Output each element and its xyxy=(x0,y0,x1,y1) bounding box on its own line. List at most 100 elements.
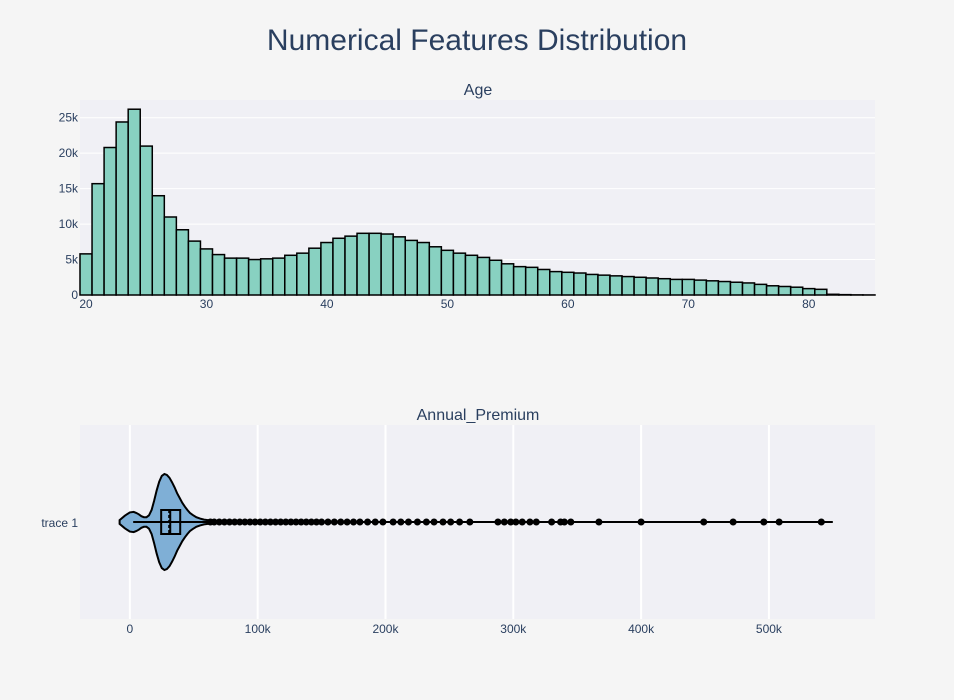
outlier-point xyxy=(246,518,254,526)
age-y-tick-label: 0 xyxy=(71,288,78,302)
age-bar xyxy=(199,248,214,296)
age-y-tick-label: 25k xyxy=(59,111,79,125)
age-x-tick-label: 30 xyxy=(200,297,214,311)
outlier-point xyxy=(526,518,534,526)
outlier-point xyxy=(318,518,326,526)
outlier-point xyxy=(292,518,300,526)
age-bar xyxy=(669,278,684,296)
outlier-point xyxy=(775,518,783,526)
age-bar xyxy=(488,259,503,296)
age-bar xyxy=(573,272,587,296)
annual-premium-violin-panel: Annual_Premium 0 100k 200k 300k 400k 500k trac… xyxy=(41,407,875,636)
outlier-point xyxy=(532,518,540,526)
outlier-point xyxy=(512,518,520,526)
outlier-point xyxy=(312,518,320,526)
age-bar xyxy=(392,236,406,296)
age-x-tick-label: 40 xyxy=(320,297,334,311)
outlier-point xyxy=(330,518,338,526)
age-bar xyxy=(259,258,274,296)
age-bar xyxy=(657,277,671,296)
age-bar xyxy=(705,280,720,296)
outlier-point xyxy=(500,518,508,526)
age-bar xyxy=(271,257,286,296)
age-bar xyxy=(320,241,334,296)
age-bar xyxy=(332,237,346,296)
age-bar xyxy=(452,252,467,296)
age-bar xyxy=(103,146,117,296)
age-x-tick-label: 60 xyxy=(561,297,575,311)
outlier-point xyxy=(389,518,397,526)
age-bar xyxy=(175,229,190,296)
age-bar xyxy=(536,268,551,296)
outlier-point xyxy=(507,518,515,526)
outlier-point xyxy=(560,518,568,526)
outlier-point xyxy=(430,518,438,526)
age-bar xyxy=(440,249,455,296)
age-bar xyxy=(428,246,443,296)
outlier-point xyxy=(210,518,218,526)
outlier-point xyxy=(356,518,364,526)
age-bar xyxy=(79,253,93,296)
outlier-point xyxy=(256,518,264,526)
outlier-point xyxy=(302,518,310,526)
outlier-point xyxy=(595,518,603,526)
outlier-point xyxy=(466,518,474,526)
age-bar xyxy=(416,241,431,296)
age-bar xyxy=(741,282,756,296)
outlier-point xyxy=(518,518,526,526)
age-bar xyxy=(235,257,250,296)
outlier-point xyxy=(817,518,825,526)
age-bar xyxy=(344,235,358,296)
outlier-point xyxy=(364,518,372,526)
age-bar xyxy=(247,258,262,296)
age-bar xyxy=(380,233,394,296)
age-bar xyxy=(693,279,708,296)
outlier-point xyxy=(231,518,239,526)
outlier-point xyxy=(379,518,387,526)
annual-premium-x-tick-label: 0 xyxy=(127,622,134,636)
age-x-tick-label: 50 xyxy=(441,297,455,311)
age-bar xyxy=(284,254,298,296)
outlier-point xyxy=(287,518,295,526)
violin-trace-label: trace 1 xyxy=(41,516,78,530)
age-y-tick-label: 5k xyxy=(65,253,79,267)
outlier-point xyxy=(343,518,351,526)
age-y-tick-label: 20k xyxy=(59,146,79,160)
age-bar xyxy=(187,240,202,296)
annual-premium-x-tick-label: 400k xyxy=(628,622,655,636)
age-bar xyxy=(633,276,647,296)
age-bar xyxy=(91,182,105,296)
outlier-point xyxy=(307,518,315,526)
annual-premium-x-tick-label: 300k xyxy=(500,622,527,636)
age-bar xyxy=(609,275,623,296)
outlier-point xyxy=(251,518,259,526)
age-bar xyxy=(211,253,226,296)
annual-premium-x-tick-label: 500k xyxy=(756,622,783,636)
annual-premium-subplot-title: Annual_Premium xyxy=(417,407,540,424)
annual-premium-x-tick-label: 200k xyxy=(372,622,399,636)
outlier-point xyxy=(266,518,274,526)
age-bar xyxy=(777,285,792,296)
age-bar xyxy=(524,266,539,296)
age-bar xyxy=(801,287,816,296)
age-bar xyxy=(476,256,491,296)
outlier-point xyxy=(548,518,556,526)
outlier-point xyxy=(277,518,285,526)
outlier-point xyxy=(404,518,412,526)
age-bar xyxy=(127,108,141,296)
age-bar xyxy=(549,270,563,296)
age-bar xyxy=(368,232,382,296)
annual-premium-x-tick-label: 100k xyxy=(245,622,272,636)
age-bar xyxy=(151,194,166,296)
age-bar xyxy=(621,275,635,296)
age-bar xyxy=(115,121,129,296)
outlier-point xyxy=(760,518,768,526)
age-bar xyxy=(404,239,419,296)
age-bar xyxy=(814,288,828,296)
outlier-point xyxy=(637,518,645,526)
outlier-point xyxy=(729,518,737,526)
outlier-point xyxy=(567,518,575,526)
age-histogram-panel: Age 0 5k 10k 15k 20k 25k 20 30 40 50 60 70 80 xyxy=(59,82,876,311)
age-bar xyxy=(717,280,732,296)
